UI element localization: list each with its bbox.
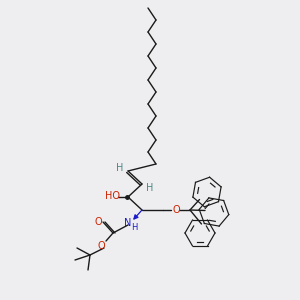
Text: O: O xyxy=(172,205,180,215)
Text: O: O xyxy=(97,241,105,251)
Text: H: H xyxy=(131,224,137,232)
Text: HO: HO xyxy=(106,191,121,201)
Text: H: H xyxy=(146,183,154,193)
Text: H: H xyxy=(116,163,124,173)
Text: N: N xyxy=(124,218,132,228)
Text: O: O xyxy=(94,217,102,227)
